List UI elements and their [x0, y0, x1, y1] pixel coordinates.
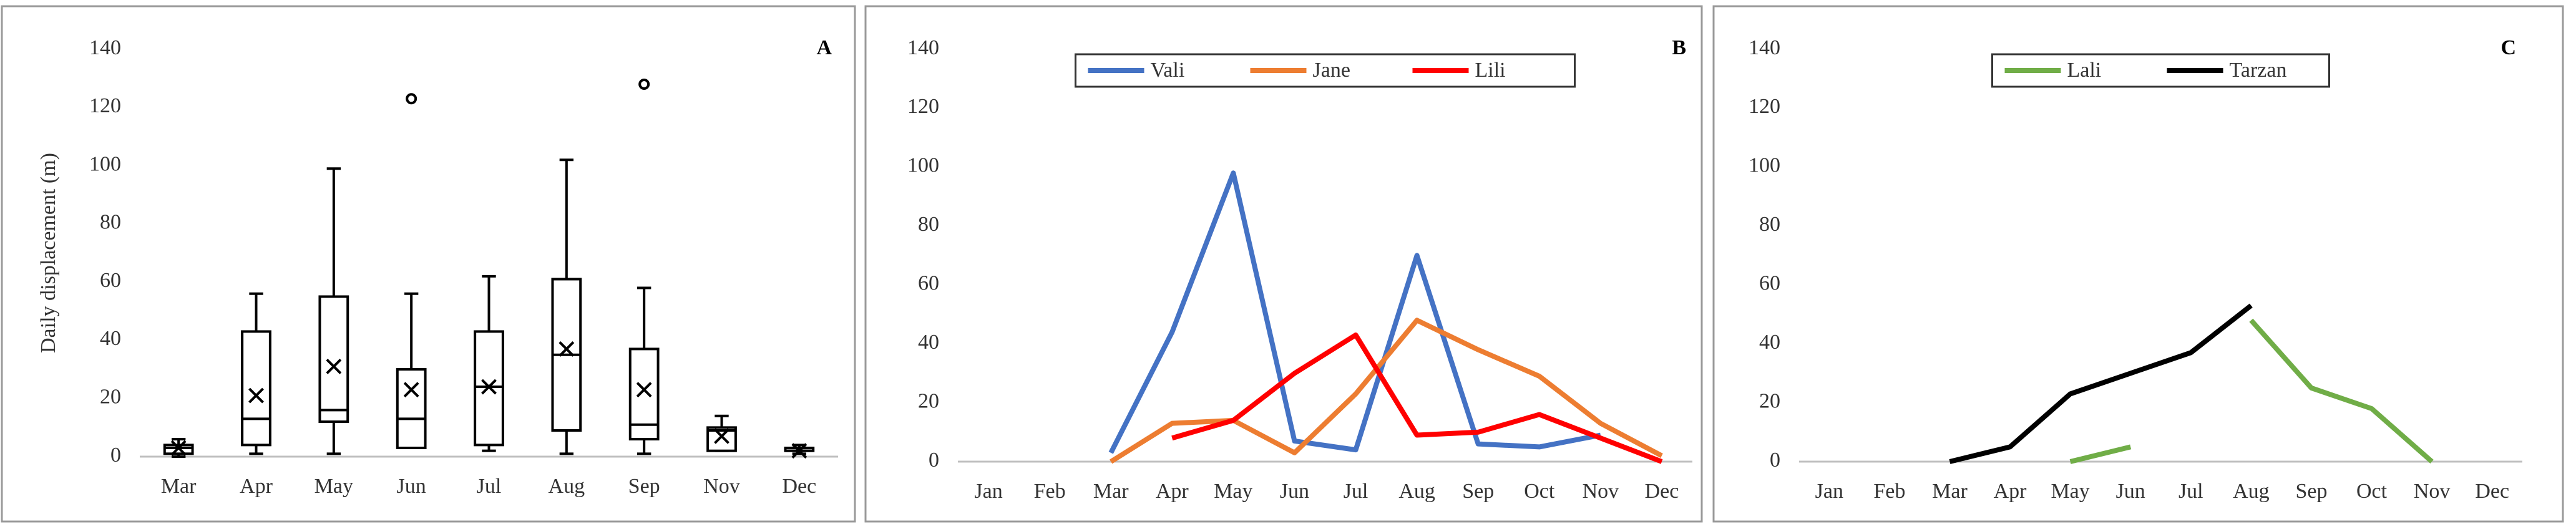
x-tick-label: Mar: [1932, 480, 1968, 503]
box: [241, 330, 271, 447]
x-tick-label: May: [2051, 480, 2089, 503]
mean-marker: [403, 382, 419, 398]
y-tick-label: 0: [929, 449, 939, 472]
x-tick-label: Oct: [1524, 480, 1555, 503]
mean-marker: [248, 387, 264, 404]
x-tick-label: May: [315, 475, 353, 498]
mean-stroke: [559, 341, 575, 357]
mean-marker: [559, 341, 575, 357]
legend-label: Lali: [2067, 59, 2102, 82]
series-line: [1110, 318, 1663, 464]
x-tick-label: Nov: [703, 475, 740, 498]
mean-marker: [170, 440, 187, 456]
y-tick-label: 40: [918, 331, 939, 354]
x-tick-label: Feb: [1873, 480, 1905, 503]
panel-label: C: [2500, 36, 2516, 59]
y-tick-label: 100: [907, 154, 939, 177]
y-axis-title: Daily displacement (m): [37, 153, 60, 353]
mean-stroke: [791, 443, 807, 459]
mean-stroke: [403, 382, 419, 398]
x-tick-label: Aug: [2233, 480, 2270, 503]
panel-frame: [1, 5, 856, 523]
x-tick-label: Mar: [161, 475, 197, 498]
x-tick-label: Nov: [2414, 480, 2451, 503]
x-tick-label: May: [1214, 480, 1252, 503]
y-tick-label: 0: [1770, 449, 1780, 472]
x-tick-label: Feb: [1034, 480, 1066, 503]
y-tick-label: 20: [1759, 389, 1780, 412]
x-tick-label: Dec: [2475, 480, 2509, 503]
mean-stroke: [326, 358, 342, 374]
mean-stroke: [170, 440, 187, 456]
x-tick-label: Jun: [397, 475, 426, 498]
y-tick-label: 120: [89, 94, 121, 117]
box: [396, 368, 427, 450]
mean-stroke: [714, 428, 729, 444]
y-tick-label: 0: [110, 444, 121, 467]
x-tick-label: Nov: [1583, 480, 1619, 503]
x-tick-label: Dec: [1645, 480, 1679, 503]
y-tick-label: 140: [907, 36, 939, 59]
x-tick-label: Sep: [1462, 480, 1494, 503]
x-tick-label: Mar: [1093, 480, 1129, 503]
panel-label: A: [816, 36, 832, 59]
y-tick-label: 100: [1749, 154, 1780, 177]
x-tick-label: Apr: [240, 475, 273, 498]
y-tick-label: 80: [100, 211, 121, 234]
x-tick-label: Jul: [2178, 480, 2203, 503]
mean-stroke: [636, 382, 652, 398]
outlier: [406, 93, 417, 105]
panel-frame: [864, 5, 1703, 523]
x-tick-label: Jan: [974, 480, 1002, 503]
x-tick-label: Sep: [628, 475, 660, 498]
y-tick-label: 140: [1749, 36, 1780, 59]
y-tick-label: 40: [100, 327, 121, 350]
box: [318, 295, 349, 424]
y-tick-label: 80: [918, 213, 939, 236]
mean-stroke: [481, 379, 497, 395]
legend-label: Tarzan: [2230, 59, 2287, 82]
series-line: [2069, 318, 2434, 464]
y-tick-label: 80: [1759, 213, 1780, 236]
y-tick-label: 20: [918, 389, 939, 412]
mean-stroke: [248, 387, 264, 404]
x-tick-label: Aug: [549, 475, 585, 498]
mean-marker: [326, 358, 342, 374]
legend-label: Jane: [1313, 59, 1350, 82]
y-tick-label: 100: [89, 152, 121, 175]
x-tick-label: Dec: [782, 475, 816, 498]
legend-label: Lili: [1475, 59, 1506, 82]
y-tick-label: 60: [1759, 272, 1780, 295]
x-tick-label: Sep: [2295, 480, 2327, 503]
x-tick-label: Jul: [477, 475, 502, 498]
series-line: [1949, 303, 2253, 464]
outlier: [638, 78, 650, 90]
y-tick-label: 20: [100, 386, 121, 409]
x-tick-label: Apr: [1994, 480, 2027, 503]
x-tick-label: Jan: [1815, 480, 1843, 503]
x-tick-label: Jun: [2116, 480, 2145, 503]
x-tick-label: Apr: [1156, 480, 1189, 503]
mean-marker: [714, 428, 729, 444]
legend-label: Vali: [1151, 59, 1185, 82]
mean-marker: [481, 379, 497, 395]
y-tick-label: 120: [1749, 95, 1780, 118]
series-line: [1171, 332, 1663, 464]
y-tick-label: 140: [89, 36, 121, 59]
x-tick-label: Oct: [2356, 480, 2388, 503]
series-line: [1108, 170, 1601, 454]
panel-frame: [1712, 5, 2564, 523]
x-tick-label: Jul: [1344, 480, 1368, 503]
x-tick-label: Jun: [1280, 480, 1309, 503]
y-tick-label: 40: [1759, 331, 1780, 354]
x-tick-label: Aug: [1398, 480, 1435, 503]
mean-marker: [636, 382, 652, 398]
panel-label: B: [1672, 36, 1686, 59]
y-tick-label: 60: [100, 269, 121, 292]
mean-marker: [791, 443, 807, 459]
legend-box: [1075, 53, 1576, 88]
y-tick-label: 60: [918, 272, 939, 295]
y-tick-label: 120: [907, 95, 939, 118]
